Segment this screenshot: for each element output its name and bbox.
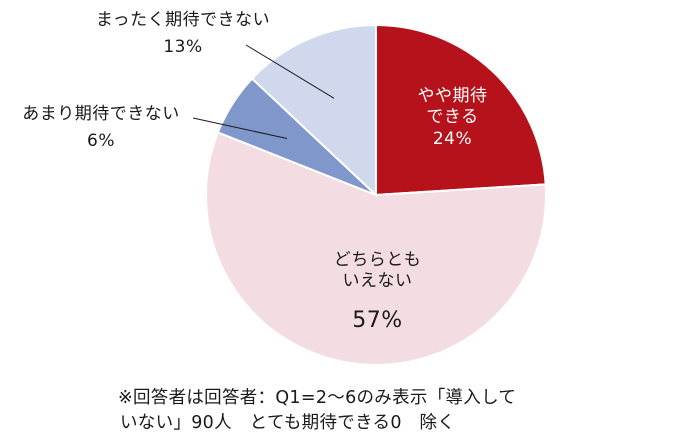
slice-name-line-2: できる — [426, 107, 479, 128]
slice-label-somewhat-expect: やや期待 できる 24% — [395, 86, 510, 150]
slice-label-not-much: あまり期待できない 6% — [8, 104, 194, 153]
slice-name-line-1: どちらとも — [333, 250, 422, 270]
leader-line — [192, 117, 288, 139]
footnote-line-1: ※回答者は回答者：Q1=2～6のみ表示「導入して — [118, 388, 517, 408]
footnote: ※回答者は回答者：Q1=2～6のみ表示「導入して いない」90人 とても期待でき… — [118, 386, 618, 436]
slice-percent: 24% — [432, 128, 473, 149]
slice-percent: 57% — [352, 307, 403, 333]
slice-name-line-1: やや期待 — [417, 86, 488, 106]
leader-line — [245, 44, 335, 99]
slice-name-line-1: あまり期待できない — [22, 104, 180, 124]
footnote-line-2: いない」90人 とても期待できる0 除く — [120, 413, 456, 433]
slice-name-line-1: まったく期待できない — [95, 10, 271, 30]
slice-name-line-2: いえない — [342, 271, 413, 292]
slice-somewhat-expect — [375, 23, 547, 197]
slice-neither — [204, 131, 547, 367]
slice-percent: 13% — [163, 37, 203, 58]
slice-label-neither: どちらとも いえない 57% — [315, 250, 440, 334]
slice-percent: 6% — [87, 131, 115, 152]
slice-label-not-at-all: まったく期待できない 13% — [85, 10, 281, 59]
